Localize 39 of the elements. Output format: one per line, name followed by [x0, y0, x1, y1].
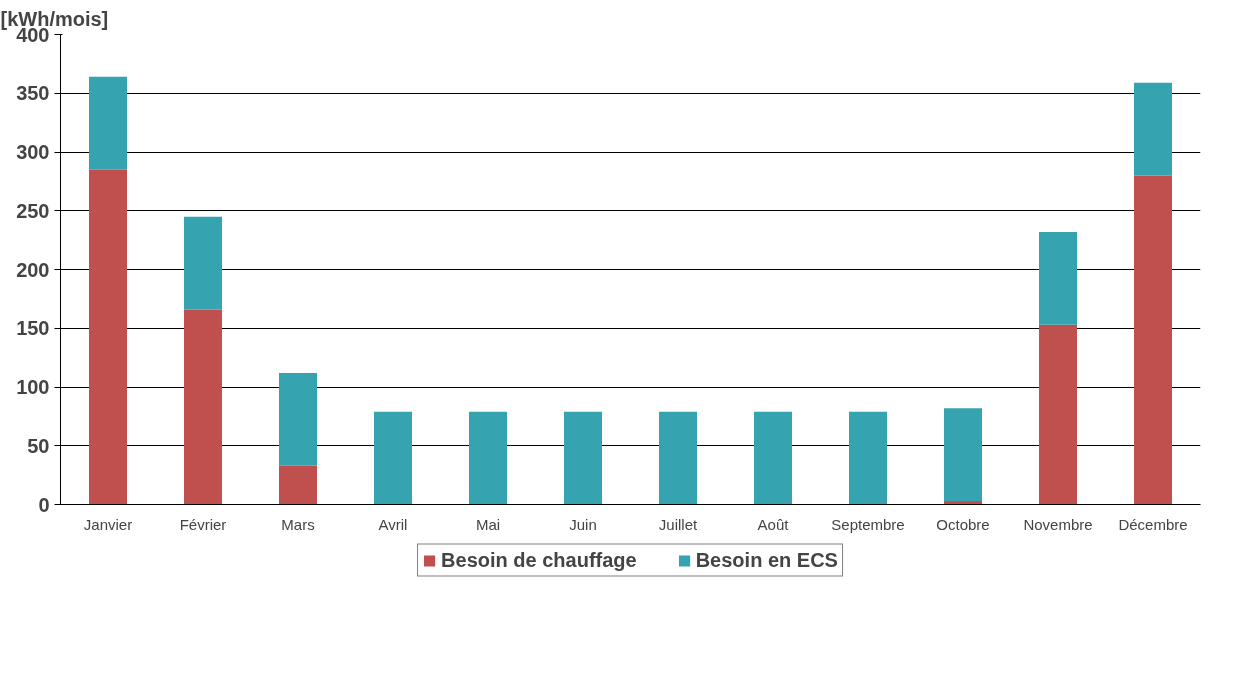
y-tick-label: 50 [27, 434, 50, 457]
bar [89, 169, 127, 505]
y-tick-label: 350 [16, 82, 50, 105]
x-tick-label: Janvier [83, 515, 133, 533]
bar [564, 411, 602, 505]
bar [184, 216, 222, 310]
bar [279, 465, 317, 505]
bar [1134, 82, 1172, 176]
x-tick-label: Février [179, 515, 227, 533]
y-tick-label: 250 [16, 199, 50, 222]
bar [279, 372, 317, 466]
x-tick-label: Décembre [1118, 515, 1188, 533]
bar [1134, 175, 1172, 505]
bar [89, 76, 127, 170]
x-tick-label: Avril [378, 515, 408, 533]
legend-label: Besoin de chauffage [441, 548, 637, 572]
x-tick-label: Septembre [831, 515, 905, 533]
y-tick-label: 300 [16, 141, 50, 163]
bar [849, 411, 887, 505]
bar [374, 411, 412, 505]
x-tick-label: Mars [281, 515, 315, 533]
x-tick-label: Novembre [1023, 515, 1093, 533]
y-tick-label: 200 [16, 258, 50, 281]
bar [469, 411, 507, 505]
x-tick-label: Mai [475, 515, 501, 533]
x-tick-label: Août [757, 515, 790, 533]
bar [754, 411, 792, 505]
y-tick-label: 0 [38, 493, 50, 516]
bar [1039, 324, 1077, 505]
y-tick-label: 100 [16, 376, 50, 398]
bar [659, 411, 697, 505]
x-tick-label: Juillet [658, 515, 699, 533]
bar [1039, 231, 1077, 325]
x-tick-label: Juin [569, 515, 597, 533]
legend-label: Besoin en ECS [695, 548, 838, 572]
y-tick-label: 150 [16, 317, 50, 340]
bar [184, 309, 222, 505]
x-tick-label: Octobre [936, 515, 990, 533]
bar [944, 408, 982, 501]
